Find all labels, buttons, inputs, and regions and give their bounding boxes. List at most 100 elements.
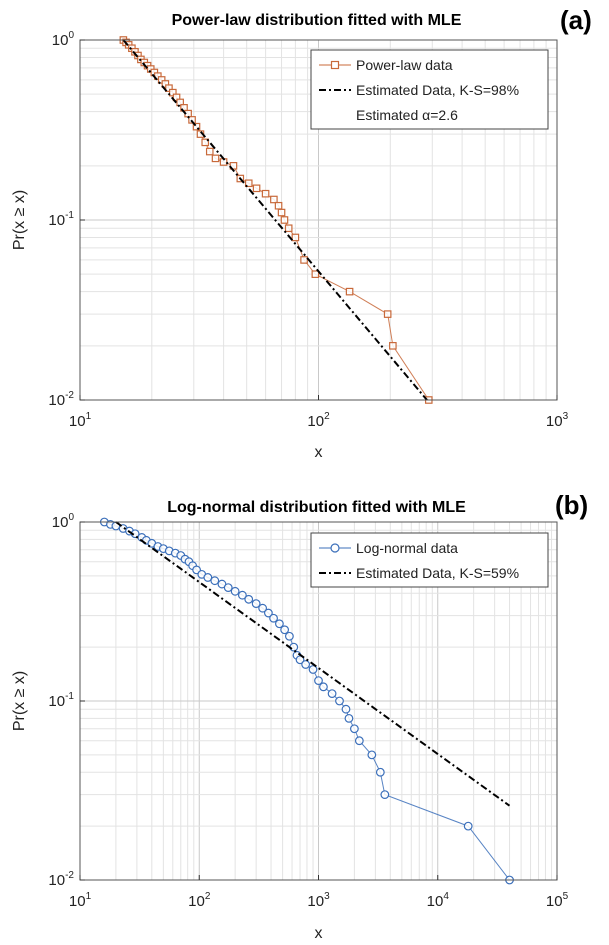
x-tick-label: 102: [188, 891, 211, 910]
tick-exponent: 0: [68, 512, 74, 523]
tick-exponent: -1: [65, 210, 74, 221]
x-tick-label: 101: [69, 891, 92, 910]
data-point: [301, 660, 311, 669]
series-fit: [115, 521, 511, 807]
tick-base: 10: [546, 413, 563, 430]
legend-swatch-marker: [330, 60, 340, 70]
data-point: [375, 767, 385, 777]
data-point: [274, 619, 284, 629]
y-tick-label: 10-2: [48, 390, 74, 409]
tick-exponent: 3: [324, 891, 330, 902]
data-point: [252, 184, 261, 193]
data-point: [354, 736, 364, 746]
legend-label: Power-law data: [356, 57, 453, 73]
data-point: [341, 704, 351, 714]
x-tick-label: 103: [307, 891, 330, 910]
tick-base: 10: [307, 893, 324, 910]
tick-exponent: 5: [563, 891, 569, 902]
tick-base: 10: [52, 32, 69, 49]
data-point: [319, 682, 328, 692]
legend-label: Estimated Data, K-S=98%: [356, 82, 519, 98]
y-tick-label: 10-2: [48, 870, 74, 889]
data-point: [203, 573, 213, 582]
data-point: [237, 590, 247, 600]
fit-line: [122, 39, 428, 401]
data-point: [261, 189, 270, 198]
data-point: [263, 608, 273, 618]
data-point: [367, 750, 377, 760]
tick-exponent: -1: [65, 691, 74, 702]
data-point: [223, 583, 233, 593]
data-point: [205, 147, 214, 156]
data-point: [349, 724, 359, 734]
data-point: [327, 689, 337, 698]
data-point: [463, 821, 473, 831]
data-point: [300, 256, 308, 264]
data-point: [277, 208, 286, 217]
tick-exponent: 3: [563, 411, 569, 422]
data-point: [270, 195, 278, 204]
data-point: [335, 696, 344, 706]
y-tick-label: 100: [52, 512, 75, 531]
tick-exponent: 2: [205, 891, 211, 902]
x-axis-label: x: [315, 444, 323, 461]
tick-base: 10: [427, 893, 444, 910]
tick-base: 10: [188, 893, 205, 910]
data-point: [176, 98, 184, 107]
x-tick-label: 105: [546, 891, 569, 910]
data-point: [201, 138, 210, 147]
legend-label: Log-normal data: [356, 540, 458, 556]
tick-exponent: 2: [324, 411, 330, 422]
data-point: [244, 179, 253, 188]
data-point: [258, 603, 268, 613]
x-tick-label: 101: [69, 411, 92, 430]
legend-swatch-marker: [330, 543, 340, 553]
tick-exponent: 4: [443, 891, 449, 902]
x-tick-label: 104: [427, 891, 450, 910]
tick-exponent: 1: [86, 411, 92, 422]
data-point: [230, 586, 240, 596]
series-fit: [122, 39, 428, 401]
data-point: [311, 270, 320, 278]
y-tick-label: 10-1: [48, 210, 74, 229]
tick-exponent: 0: [68, 30, 74, 41]
data-point: [308, 665, 318, 674]
tick-base: 10: [307, 413, 324, 430]
legend: Power-law data Estimated Data, K-S=98% Est…: [310, 49, 549, 130]
y-tick-label: 10-1: [48, 691, 74, 710]
data-point: [389, 342, 397, 350]
data-point: [344, 713, 354, 723]
tick-base: 10: [52, 514, 69, 531]
data-point: [269, 613, 278, 623]
data-point: [284, 224, 293, 233]
x-axis-label: x: [315, 925, 323, 942]
data-point: [291, 233, 300, 242]
fit-line: [115, 521, 511, 807]
series-data: [99, 517, 514, 885]
legend-label: Estimated Data, K-S=59%: [356, 565, 519, 581]
data-point: [210, 576, 220, 586]
data-point: [192, 122, 201, 131]
grid: [79, 522, 557, 881]
data-point: [251, 599, 261, 609]
x-tick-label: 103: [546, 411, 569, 430]
tick-base: 10: [48, 872, 65, 889]
panel-label: (a): [560, 5, 592, 35]
data-point: [314, 676, 323, 686]
legend-label: Estimated α=2.6: [356, 107, 458, 123]
tick-exponent: -2: [65, 870, 74, 881]
data-point: [380, 790, 390, 799]
data-point: [244, 594, 254, 604]
chart-title: Power-law distribution fitted with MLE: [172, 12, 462, 29]
panel-label: (b): [555, 490, 588, 520]
tick-base: 10: [48, 693, 65, 710]
legend: Log-normal data Estimated Data, K-S=59%: [310, 532, 549, 588]
tick-base: 10: [48, 212, 65, 229]
tick-base: 10: [48, 392, 65, 409]
data-point: [280, 216, 289, 224]
data-point: [280, 625, 290, 635]
data-point: [274, 201, 283, 210]
tick-base: 10: [69, 413, 86, 430]
